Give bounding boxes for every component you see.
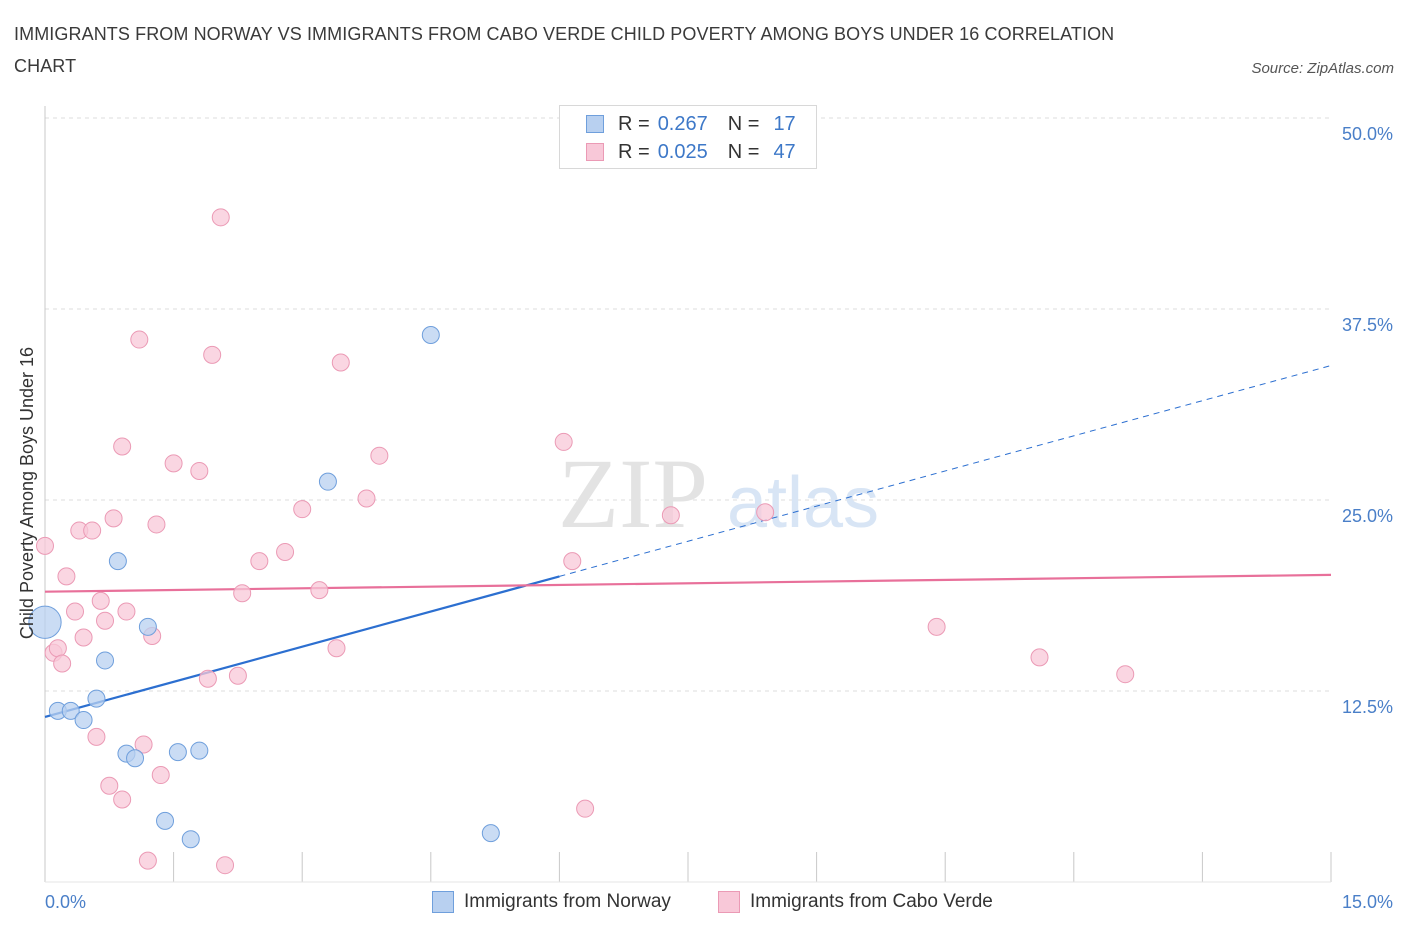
n-label: N = <box>727 140 760 163</box>
cabo-verde-point <box>357 489 376 508</box>
norway-point <box>96 651 115 670</box>
watermark: ZIP atlas <box>558 438 879 549</box>
cabo-verde-point <box>164 454 183 473</box>
cabo-verde-point <box>83 521 102 540</box>
cabo-verde-point <box>48 639 67 658</box>
cabo-verde-point <box>36 536 54 555</box>
cabo-verde-point <box>203 345 222 364</box>
cabo-verde-point <box>211 208 230 227</box>
norway-point <box>168 743 187 762</box>
norway-point <box>61 701 80 720</box>
cabo-verde-point <box>100 776 119 795</box>
legend-row-cabo-verde: R = 0.025 N = 47 <box>586 138 796 166</box>
cabo-verde-point <box>1030 648 1049 667</box>
r-value: 0.025 <box>657 140 708 163</box>
r-label: R = <box>618 140 650 163</box>
cabo-verde-point <box>331 353 350 372</box>
n-value: 47 <box>773 140 796 163</box>
cabo-verde-point <box>576 799 595 818</box>
legend-item-norway: Immigrants from Norway <box>432 888 671 916</box>
cabo-verde-point <box>113 790 132 809</box>
cabo-verde-point <box>91 591 110 610</box>
cabo-verde-point <box>233 584 252 603</box>
cabo-verde-point <box>138 851 157 870</box>
cabo-verde-point <box>293 500 312 519</box>
cabo-verde-point <box>117 602 136 621</box>
cabo-verde-point <box>96 611 115 630</box>
cabo-verde-point <box>190 461 209 480</box>
cabo-verde-point <box>327 639 346 658</box>
norway-swatch <box>586 115 604 133</box>
norway-point <box>421 325 440 344</box>
norway-point <box>28 605 62 639</box>
source-label: Source: ZipAtlas.com <box>1251 60 1394 77</box>
cabo-verde-point <box>53 654 72 673</box>
norway-legend-swatch <box>432 891 454 913</box>
watermark-zip: ZIP <box>558 438 708 549</box>
norway-point <box>318 472 337 491</box>
cabo-verde-point <box>216 856 235 875</box>
cabo-verde-point <box>130 330 149 349</box>
cabo-verde-point <box>228 666 247 685</box>
cabo-verde-point <box>554 432 573 451</box>
y-tick-label: 12.5% <box>1342 697 1393 717</box>
axes <box>44 106 1332 883</box>
y-tick-label: 37.5% <box>1342 315 1393 335</box>
cabo-verde-point <box>66 602 85 621</box>
cabo-verde-point <box>927 617 946 636</box>
y-tick-label: 25.0% <box>1342 506 1393 526</box>
stats-legend: R = 0.267 N = 17 R = 0.025 N = 47 <box>559 105 817 169</box>
n-label: N = <box>727 112 760 135</box>
norway-point <box>481 824 500 843</box>
cabo-verde-point <box>113 437 132 456</box>
n-value: 17 <box>773 112 796 135</box>
cabo-verde-point <box>563 552 582 571</box>
cabo-verde-legend-label: Immigrants from Cabo Verde <box>750 891 993 912</box>
cabo-verde-point <box>1116 665 1135 684</box>
norway-legend-label: Immigrants from Norway <box>464 891 671 912</box>
r-value: 0.267 <box>657 112 708 135</box>
norway-point <box>138 617 157 636</box>
norway-point <box>156 811 175 830</box>
cabo-verde-point <box>370 446 389 465</box>
cabo-verde-point <box>151 766 170 785</box>
cabo-verde-point <box>147 515 166 534</box>
cabo-verde-point <box>276 542 295 561</box>
cabo-verde-point <box>661 506 680 525</box>
norway-point <box>181 830 200 849</box>
x-tick-label: 0.0% <box>45 892 86 912</box>
norway-point <box>74 711 93 730</box>
cabo-verde-point <box>87 727 106 746</box>
norway-point <box>126 749 145 768</box>
y-tick-label: 50.0% <box>1342 124 1393 144</box>
cabo-verde-swatch <box>586 143 604 161</box>
norway-point <box>108 552 127 571</box>
norway-trend-extension <box>559 365 1332 577</box>
chart-title: IMMIGRANTS FROM NORWAY VS IMMIGRANTS FRO… <box>14 24 1115 76</box>
cabo-verde-legend-swatch <box>718 891 740 913</box>
cabo-verde-trend-line <box>44 573 1332 593</box>
tick-labels: 12.5% 25.0% 37.5% 50.0% 0.0% 15.0% <box>45 124 1393 912</box>
cabo-verde-point <box>74 628 93 647</box>
trend-lines <box>44 365 1332 719</box>
cabo-verde-point <box>104 509 123 528</box>
data-points <box>28 208 1135 875</box>
cabo-verde-point <box>198 669 217 688</box>
watermark-atlas: atlas <box>727 463 879 543</box>
r-label: R = <box>618 112 650 135</box>
cabo-verde-point <box>134 735 153 754</box>
norway-point <box>190 741 209 760</box>
cabo-verde-point <box>57 567 76 586</box>
cabo-verde-point <box>310 581 329 600</box>
legend-item-cabo-verde: Immigrants from Cabo Verde <box>718 888 993 916</box>
norway-point <box>87 689 106 708</box>
cabo-verde-point <box>756 503 775 522</box>
y-axis-label: Child Poverty Among Boys Under 16 <box>17 347 37 639</box>
x-tick-label: 15.0% <box>1342 892 1393 912</box>
cabo-verde-point <box>250 552 269 571</box>
grid-lines <box>45 117 1331 692</box>
legend-row-norway: R = 0.267 N = 17 <box>586 110 796 138</box>
norway-trend-line <box>44 575 560 719</box>
